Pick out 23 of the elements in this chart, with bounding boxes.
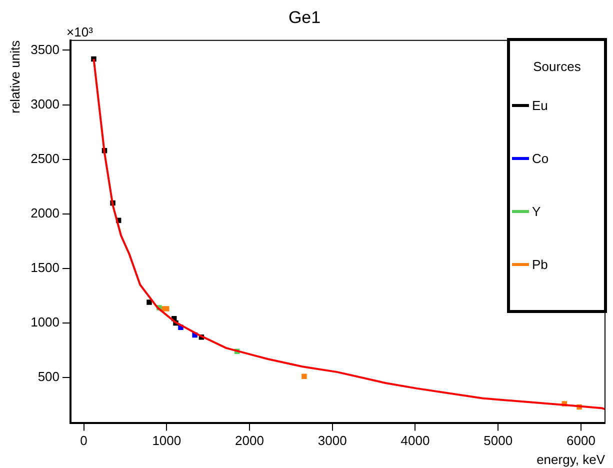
x-tick-label: 0 (80, 433, 88, 448)
legend-label: Co (532, 151, 549, 166)
legend-label: Y (532, 204, 541, 220)
x-tick-label: 6000 (566, 433, 596, 448)
x-tick-label: 1000 (152, 433, 182, 448)
x-tick-label: 4000 (400, 433, 430, 448)
y-tick-label: 3500 (30, 42, 60, 57)
y-tick-label: 500 (38, 369, 60, 384)
y-tick-label: 3000 (30, 96, 60, 112)
y-tick-label: 1500 (30, 260, 60, 275)
chart-title: Ge1 (288, 8, 321, 27)
legend-title: Sources (532, 59, 582, 74)
y-tick-label: 2000 (30, 205, 60, 220)
y-tick-label: 2500 (30, 150, 60, 166)
y-tick-label: 1000 (30, 314, 60, 330)
x-tick-label: 2000 (235, 433, 264, 448)
legend-label: Pb (532, 257, 548, 272)
x-axis-title: energy, keV (536, 452, 606, 467)
x-tick-label: 3000 (318, 433, 347, 448)
x-tick-label: 5000 (484, 433, 513, 448)
legend-label: Eu (532, 98, 548, 114)
y-axis-title: relative units (7, 40, 22, 114)
text: ×10³ (66, 24, 94, 40)
